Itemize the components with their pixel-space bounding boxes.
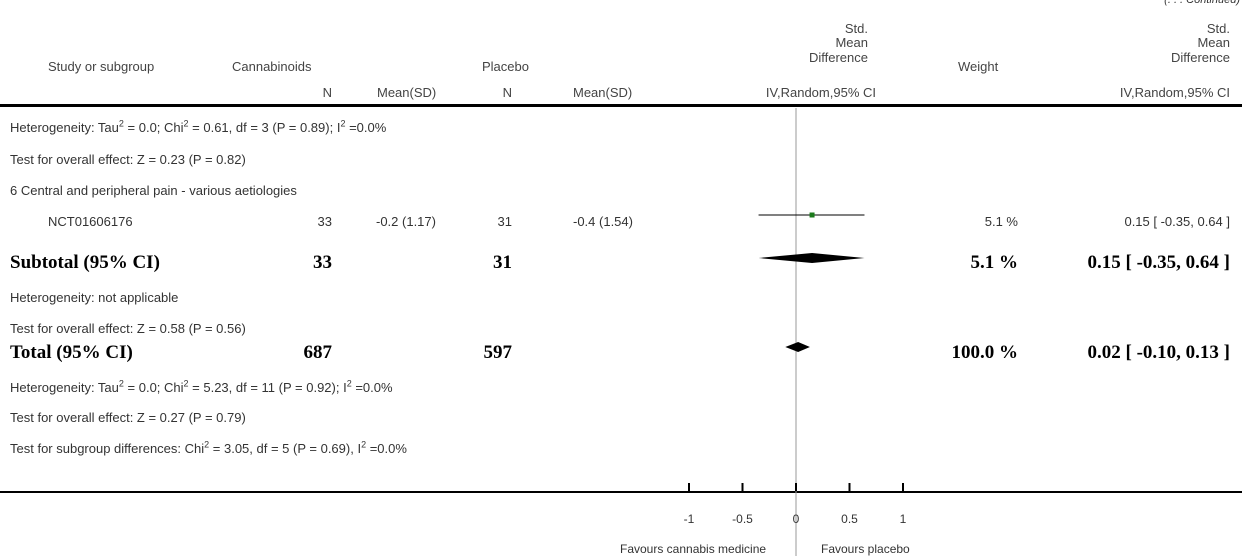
study-n1: 33	[317, 214, 332, 229]
subtotal-n1: 33	[313, 252, 332, 273]
header-n2: N	[502, 85, 512, 100]
continued-note: (. . . Continued)	[1164, 0, 1240, 6]
study-n2: 31	[497, 214, 512, 229]
heterogeneity-row-3: Heterogeneity: Tau2 = 0.0; Chi2 = 5.23, …	[10, 378, 393, 395]
header-method: IV,Random,95% CI	[765, 85, 876, 100]
study-meansd2: -0.4 (1.54)	[573, 214, 633, 229]
favours-left-label: Favours cannabis medicine	[620, 542, 767, 556]
header-effect-line1: Std.	[844, 21, 868, 36]
study-point	[809, 212, 815, 218]
header-weight: Weight	[958, 59, 999, 74]
total-weight: 100.0 %	[951, 342, 1019, 363]
study-weight: 5.1 %	[984, 214, 1018, 229]
favours-right-label: Favours placebo	[821, 542, 910, 556]
header-group2: Placebo	[482, 59, 529, 74]
study-name: NCT01606176	[48, 214, 133, 229]
axis-tick-label: 0	[793, 512, 800, 526]
subtotal-ci: 0.15 [ -0.35, 0.64 ]	[1087, 252, 1230, 273]
subgroup-6-title: 6 Central and peripheral pain - various …	[10, 183, 297, 198]
total-label: Total (95% CI)	[10, 342, 133, 363]
study-ci: 0.15 [ -0.35, 0.64 ]	[1124, 214, 1230, 229]
header-meansd2: Mean(SD)	[573, 85, 633, 100]
heterogeneity-row-1: Heterogeneity: Tau2 = 0.0; Chi2 = 0.61, …	[10, 118, 387, 135]
axis-tick-label: -1	[684, 512, 695, 526]
subtotal-weight: 5.1 %	[970, 252, 1019, 273]
header-effect-right-line3: Difference	[1170, 50, 1230, 65]
total-ci: 0.02 [ -0.10, 0.13 ]	[1087, 342, 1230, 363]
header-method-right: IV,Random,95% CI	[1119, 85, 1230, 100]
header-meansd1: Mean(SD)	[377, 85, 437, 100]
bottom-rule	[0, 491, 1242, 493]
header-group1: Cannabinoids	[232, 59, 312, 74]
header-n1: N	[322, 85, 332, 100]
summary-diamond	[758, 253, 865, 263]
study-meansd1: -0.2 (1.17)	[376, 214, 436, 229]
overall-effect-row-2: Test for overall effect: Z = 0.58 (P = 0…	[10, 321, 246, 336]
total-n2: 597	[483, 342, 513, 363]
heterogeneity-row-2: Heterogeneity: not applicable	[10, 290, 179, 305]
total-n1: 687	[303, 342, 333, 363]
header-effect-line3: Difference	[808, 50, 868, 65]
subtotal-n2: 31	[493, 252, 512, 273]
subtotal-label: Subtotal (95% CI)	[10, 252, 160, 273]
header-effect-right-line1: Std.	[1206, 21, 1230, 36]
header-rule	[0, 104, 1242, 107]
axis-tick-label: 1	[900, 512, 907, 526]
axis-tick-label: 0.5	[841, 512, 858, 526]
header-effect-right-line2: Mean	[1197, 35, 1230, 50]
subgroup-differences-row: Test for subgroup differences: Chi2 = 3.…	[10, 439, 407, 456]
header-effect-line2: Mean	[835, 35, 868, 50]
overall-effect-row-1: Test for overall effect: Z = 0.23 (P = 0…	[10, 152, 246, 167]
summary-diamond	[785, 342, 810, 352]
axis-tick-label: -0.5	[732, 512, 753, 526]
header-study: Study or subgroup	[48, 59, 155, 74]
overall-effect-row-3: Test for overall effect: Z = 0.27 (P = 0…	[10, 410, 246, 425]
